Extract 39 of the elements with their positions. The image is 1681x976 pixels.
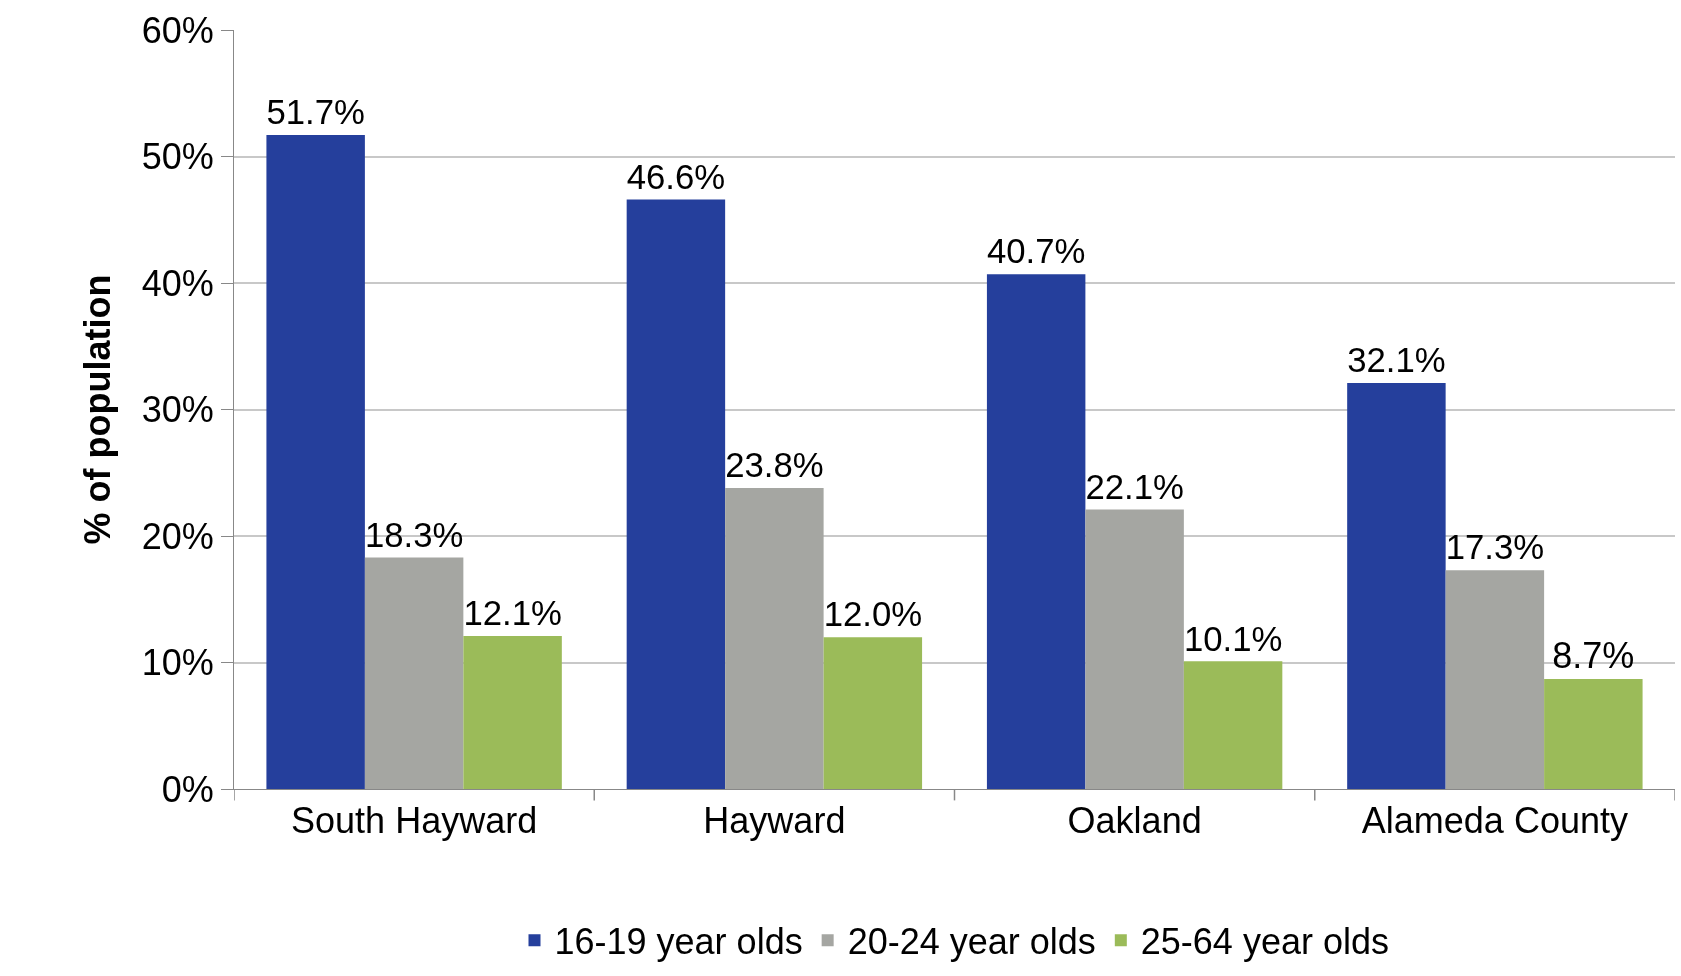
legend-label: 20-24 year olds: [847, 921, 1096, 963]
x-tick-label: Hayward: [703, 800, 846, 842]
data-label: 22.1%: [1085, 467, 1184, 506]
data-label: 17.3%: [1445, 528, 1545, 567]
bar: [1085, 509, 1184, 789]
bar: [1445, 570, 1545, 789]
bar: [626, 199, 726, 789]
bar: [266, 134, 365, 789]
data-label: 12.0%: [823, 595, 923, 634]
data-label: 40.7%: [986, 232, 1086, 271]
bar: [1544, 678, 1643, 789]
y-tick-label: 40%: [141, 262, 214, 304]
bar: [364, 557, 464, 789]
data-label: 32.1%: [1347, 341, 1446, 380]
x-tick-label: Oakland: [1067, 800, 1202, 842]
y-tick-label: 0%: [161, 768, 214, 810]
bar: [986, 274, 1086, 789]
data-label: 18.3%: [364, 515, 464, 554]
bar: [725, 487, 824, 789]
bar: [1347, 382, 1446, 789]
x-tick-label: South Hayward: [291, 800, 538, 842]
y-tick-label: 20%: [141, 515, 214, 557]
data-label: 23.8%: [725, 446, 824, 485]
data-label: 10.1%: [1183, 619, 1283, 658]
x-tick-label: Alameda County: [1361, 800, 1628, 842]
data-label: 46.6%: [626, 157, 726, 196]
y-tick-label: 10%: [141, 642, 214, 684]
y-tick-label: 30%: [141, 389, 214, 431]
bar: [1183, 661, 1283, 789]
data-label: 12.1%: [463, 594, 562, 633]
data-label: 8.7%: [1552, 634, 1635, 676]
bar: [463, 635, 562, 789]
y-tick-label: 60%: [141, 9, 214, 51]
bar: [823, 637, 923, 789]
data-label: 51.7%: [266, 93, 365, 132]
legend-label: 25-64 year olds: [1140, 921, 1389, 963]
y-tick-label: 50%: [141, 136, 214, 178]
legend-label: 16-19 year olds: [554, 921, 803, 963]
y-axis-title: % of population: [76, 274, 118, 545]
